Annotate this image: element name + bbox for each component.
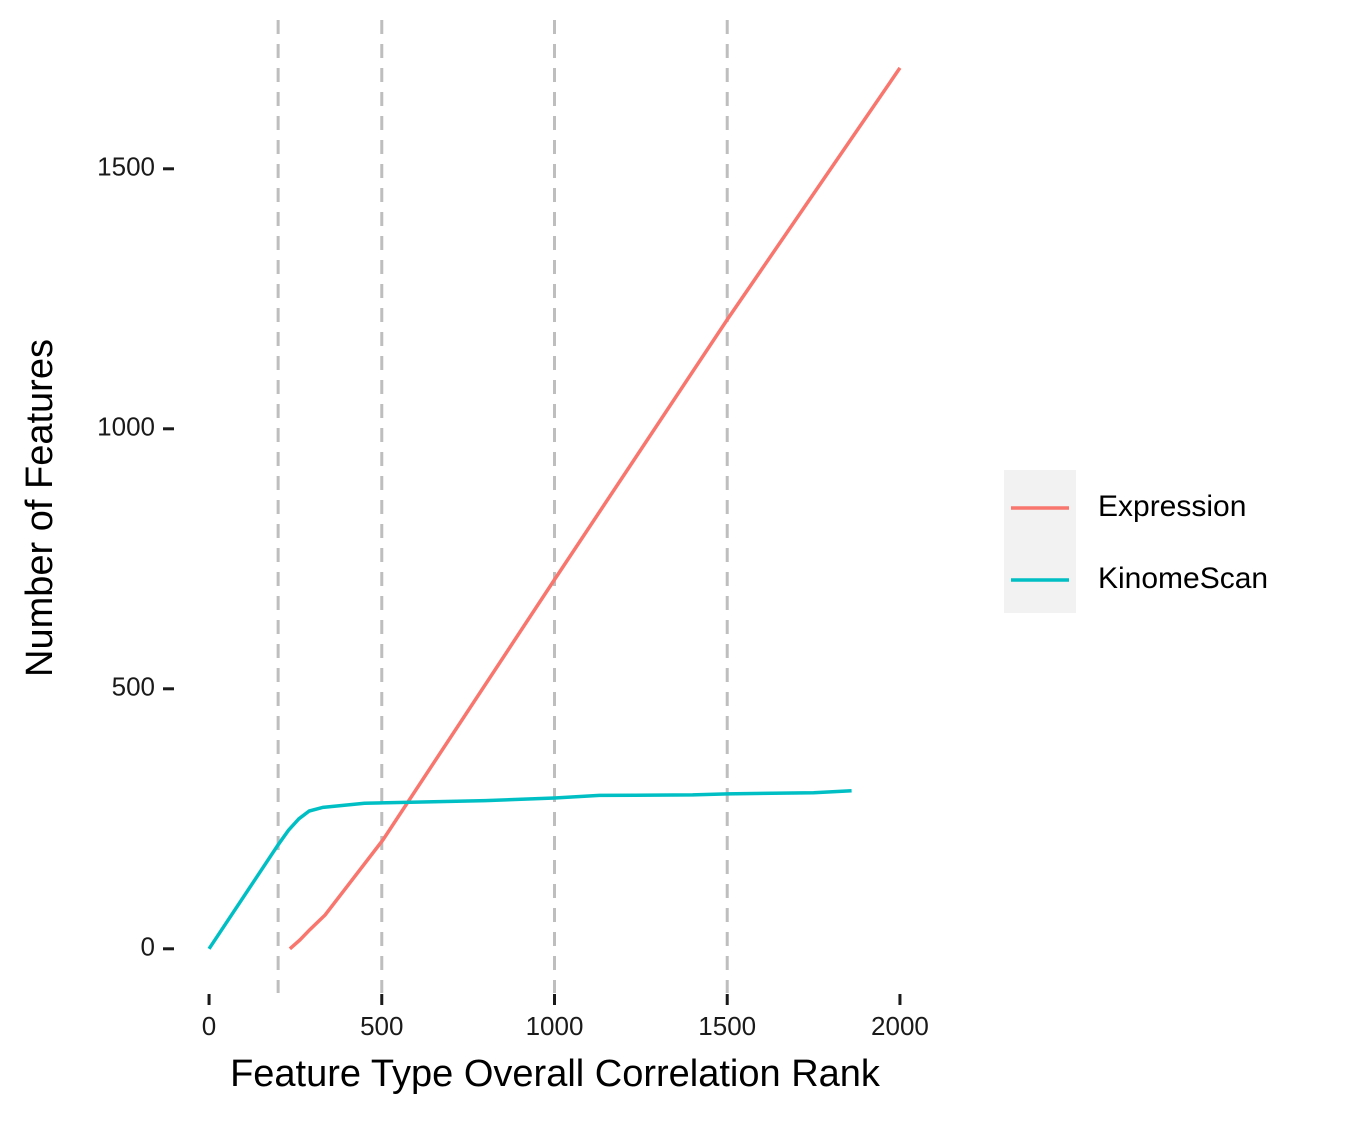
y-tick-label: 500: [112, 672, 155, 702]
x-tick-label: 1000: [526, 1011, 584, 1041]
x-tick-label: 2000: [871, 1011, 929, 1041]
x-tick-label: 1500: [698, 1011, 756, 1041]
y-tick-label: 0: [141, 932, 155, 962]
x-tick-label: 0: [202, 1011, 216, 1041]
series-line: [207, 788, 852, 950]
legend-background: [1004, 470, 1076, 613]
x-axis-title: Feature Type Overall Correlation Rank: [230, 1053, 881, 1095]
legend-label: KinomeScan: [1098, 562, 1268, 595]
y-axis-title: Number of Features: [19, 339, 61, 677]
y-tick-label: 1000: [97, 412, 155, 442]
x-tick-label: 500: [360, 1011, 403, 1041]
y-tick-label: 1500: [97, 152, 155, 182]
series-line: [288, 66, 902, 951]
legend-label: Expression: [1098, 490, 1246, 523]
